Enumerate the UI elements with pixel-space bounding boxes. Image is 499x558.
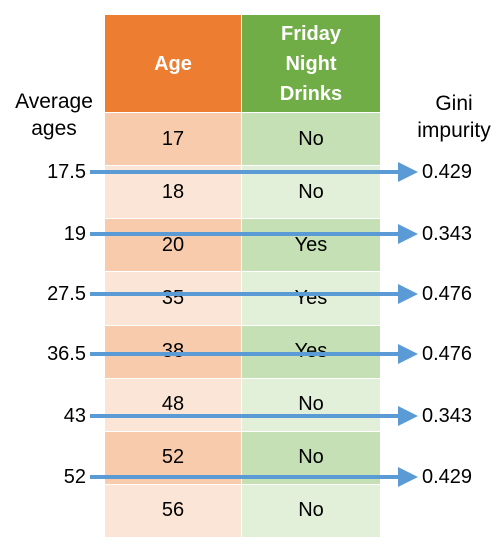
age-cell: 48 xyxy=(105,378,242,432)
drinks-cell: Yes xyxy=(242,272,381,326)
gini-value-label: 0.476 xyxy=(422,343,473,365)
gini-impurity-heading-line-2: impurity xyxy=(417,119,491,142)
friday-column-header: Friday Night Drinks xyxy=(242,15,381,113)
drinks-cell: No xyxy=(242,113,381,167)
average-ages-heading-line-2: ages xyxy=(31,117,77,140)
drinks-cell: No xyxy=(242,166,381,220)
drinks-cell: No xyxy=(242,378,381,432)
gini-impurity-heading-line-1: Gini xyxy=(435,92,473,115)
age-header-label: Age xyxy=(154,52,192,75)
average-age-label: 52 xyxy=(63,466,86,488)
age-cell: 38 xyxy=(105,325,242,379)
average-age-label: 27.5 xyxy=(47,283,86,305)
age-column-header: Age xyxy=(105,15,242,113)
gini-value-label: 0.343 xyxy=(422,223,473,245)
average-age-label: 19 xyxy=(63,223,86,245)
friday-header-line-1: Friday xyxy=(280,22,342,45)
gini-value-label: 0.343 xyxy=(422,405,473,427)
age-cell: 18 xyxy=(105,166,242,220)
age-cell: 52 xyxy=(105,431,242,485)
gini-value-label: 0.429 xyxy=(422,161,473,183)
drinks-cell: No xyxy=(242,431,381,485)
gini-value-label: 0.429 xyxy=(422,466,473,488)
friday-header-line-3: Drinks xyxy=(279,82,343,105)
average-ages-heading-line-1: Average xyxy=(15,90,93,113)
friday-header-line-2: Night xyxy=(285,52,337,75)
age-cell: 17 xyxy=(105,113,242,167)
drinks-cell: Yes xyxy=(242,219,381,273)
age-cell: 35 xyxy=(105,272,242,326)
average-ages-heading: Average ages xyxy=(8,88,100,142)
average-age-label: 43 xyxy=(63,405,86,427)
average-age-label: 36.5 xyxy=(47,343,86,365)
age-cell: 56 xyxy=(105,484,242,538)
drinks-cell: Yes xyxy=(242,325,381,379)
drinks-cell: No xyxy=(242,484,381,538)
age-cell: 20 xyxy=(105,219,242,273)
gini-value-label: 0.476 xyxy=(422,283,473,305)
data-table: Age Friday Night Drinks 17 No 18 No 20 Y… xyxy=(104,14,381,538)
average-age-label: 17.5 xyxy=(47,161,86,183)
gini-impurity-heading: Gini impurity xyxy=(412,90,496,144)
